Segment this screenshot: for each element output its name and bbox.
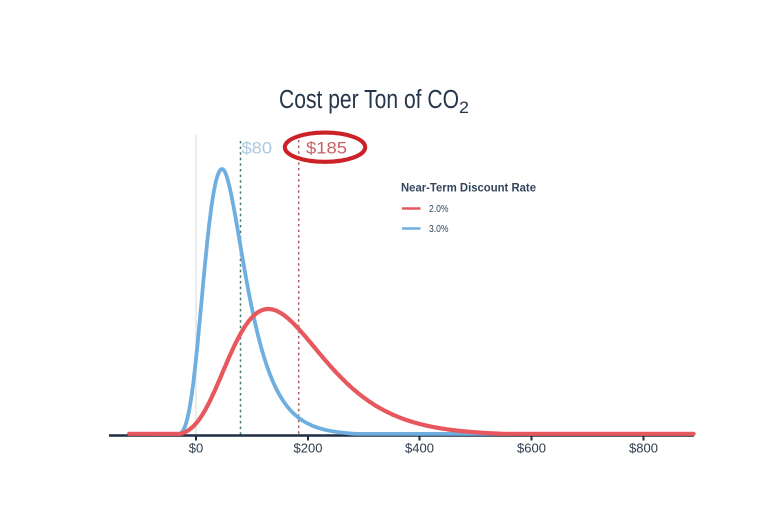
- svg-text:$200: $200: [294, 441, 323, 456]
- svg-text:$400: $400: [405, 441, 434, 456]
- svg-text:$185: $185: [306, 139, 347, 158]
- svg-text:$0: $0: [189, 441, 203, 456]
- svg-text:3.0%: 3.0%: [429, 224, 449, 235]
- svg-text:2.0%: 2.0%: [429, 204, 449, 215]
- svg-text:$600: $600: [517, 441, 546, 456]
- svg-text:Cost per Ton of CO2: Cost per Ton of CO2: [279, 86, 469, 117]
- svg-text:$80: $80: [242, 140, 273, 158]
- svg-text:Near-Term Discount Rate: Near-Term Discount Rate: [401, 181, 536, 195]
- svg-text:$800: $800: [629, 441, 658, 456]
